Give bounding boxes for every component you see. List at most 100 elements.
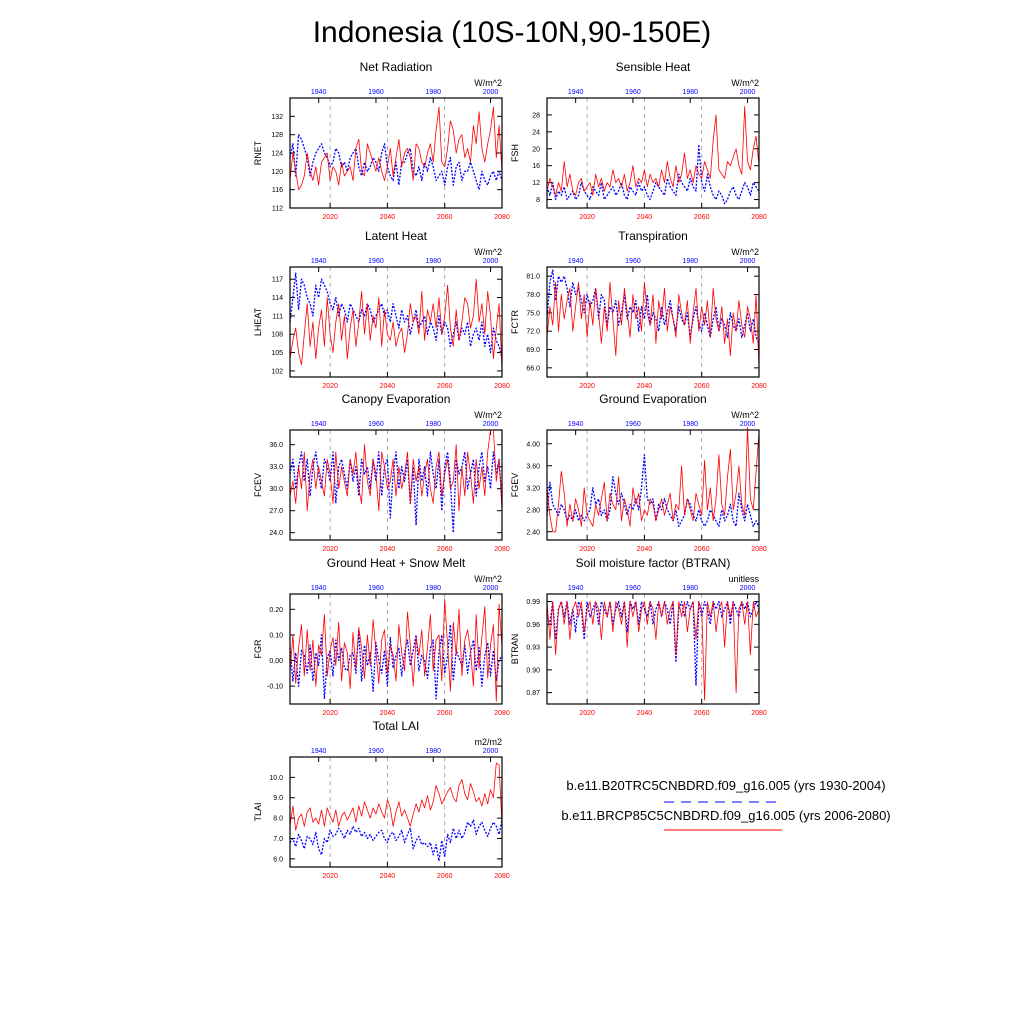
y-tick-label: 132	[271, 114, 283, 121]
x-bottom-tick-label: 2060	[694, 383, 710, 390]
series-hist-line	[289, 624, 503, 700]
x-bottom-tick-label: 2020	[322, 546, 338, 553]
y-tick-label: 28	[532, 112, 540, 119]
x-bottom-tick-label: 2020	[579, 546, 595, 553]
y-axis-label: BTRAN	[510, 634, 520, 665]
x-top-tick-label: 1940	[568, 89, 584, 96]
panel-title: Canopy Evaporation	[342, 392, 451, 406]
series-hist-line	[546, 600, 760, 686]
x-bottom-tick-label: 2060	[437, 383, 453, 390]
plot-frame	[289, 266, 503, 378]
y-axis-label: FGR	[253, 639, 263, 658]
x-top-tick-label: 1960	[368, 89, 384, 96]
y-tick-label: 81.0	[526, 274, 540, 281]
x-bottom-tick-label: 2040	[637, 214, 653, 221]
y-tick-label: 2.40	[526, 529, 540, 536]
y-tick-label: 24	[532, 129, 540, 136]
panel-tlai: Total LAI m2/m2 6.0 7.0 8.0 9.0 10.0 TLAI 2020 20…	[253, 719, 510, 880]
x-top-tick-label: 1940	[311, 258, 327, 265]
plot-frame	[289, 756, 503, 868]
y-tick-label: 0.10	[269, 632, 283, 639]
series-hist-line	[546, 269, 760, 344]
x-bottom-tick-label: 2020	[322, 214, 338, 221]
x-bottom-tick-label: 2040	[637, 546, 653, 553]
y-tick-label: 105	[271, 350, 283, 357]
series-hist-line	[546, 143, 760, 205]
panel-title: Net Radiation	[360, 60, 433, 74]
y-tick-label: 6.0	[273, 856, 283, 863]
plot-frame	[546, 97, 760, 209]
y-tick-label: 16	[532, 163, 540, 170]
y-axis-label: FCEV	[253, 473, 263, 497]
y-tick-label: 66.0	[526, 365, 540, 372]
panel-fgr: Ground Heat + Snow Melt W/m^2 -0.10 0.00 0.1…	[253, 556, 510, 717]
x-bottom-tick-label: 2080	[751, 214, 767, 221]
panel-fgev: Ground Evaporation W/m^2 2.40 2.80 3.20 3.60 4…	[510, 392, 767, 553]
y-tick-label: 0.00	[269, 658, 283, 665]
plot-frame	[546, 429, 760, 541]
x-top-tick-label: 1960	[368, 421, 384, 428]
series-future-line	[289, 762, 503, 831]
y-axis-label: FSH	[510, 144, 520, 162]
y-tick-label: 27.0	[269, 508, 283, 515]
y-tick-label: 2.80	[526, 507, 540, 514]
x-top-tick-label: 1960	[625, 89, 641, 96]
x-bottom-tick-label: 2060	[694, 546, 710, 553]
units-label: W/m^2	[474, 574, 502, 584]
panel-btran: Soil moisture factor (BTRAN) unitless 0.87…	[510, 556, 767, 717]
y-tick-label: 8	[536, 197, 540, 204]
y-tick-label: -0.10	[267, 684, 283, 691]
series-future-line	[546, 426, 760, 533]
x-bottom-tick-label: 2040	[380, 546, 396, 553]
panel-title: Ground Evaporation	[599, 392, 706, 406]
x-bottom-tick-label: 2060	[694, 214, 710, 221]
x-top-tick-label: 1980	[682, 585, 698, 592]
x-top-tick-label: 1960	[625, 258, 641, 265]
x-top-tick-label: 1960	[625, 421, 641, 428]
x-top-tick-label: 1980	[682, 421, 698, 428]
x-top-tick-label: 2000	[483, 748, 499, 755]
series-future-line	[546, 601, 760, 701]
x-top-tick-label: 2000	[483, 89, 499, 96]
x-top-tick-label: 2000	[483, 258, 499, 265]
x-bottom-tick-label: 2040	[380, 214, 396, 221]
y-tick-label: 9.0	[273, 795, 283, 802]
panel-lheat: Latent Heat W/m^2 102 105 108 111 114 117 LHEAT 2…	[253, 229, 510, 390]
y-tick-label: 24.0	[269, 530, 283, 537]
y-tick-label: 33.0	[269, 464, 283, 471]
x-top-tick-label: 2000	[740, 585, 756, 592]
panel-title: Transpiration	[618, 229, 688, 243]
plot-frame	[289, 97, 503, 209]
series-hist-line	[289, 819, 503, 862]
plot-frame	[546, 593, 760, 705]
y-tick-label: 102	[271, 368, 283, 375]
x-top-tick-label: 1940	[568, 258, 584, 265]
x-bottom-tick-label: 2020	[579, 710, 595, 717]
series-hist-line	[546, 454, 760, 527]
units-label: W/m^2	[731, 247, 759, 257]
x-bottom-tick-label: 2060	[694, 710, 710, 717]
x-bottom-tick-label: 2020	[322, 873, 338, 880]
series-future-line	[289, 429, 503, 512]
plot-frame	[289, 593, 503, 705]
series-future-line	[289, 278, 503, 371]
panel-fsh: Sensible Heat W/m^2 8 12 16 20 24 28 FSH 2020 2040…	[510, 60, 767, 221]
x-bottom-tick-label: 2040	[380, 383, 396, 390]
x-bottom-tick-label: 2080	[751, 383, 767, 390]
x-top-tick-label: 1940	[568, 421, 584, 428]
panel-title: Sensible Heat	[616, 60, 691, 74]
y-tick-label: 111	[272, 313, 283, 320]
y-tick-label: 30.0	[269, 486, 283, 493]
x-bottom-tick-label: 2020	[322, 383, 338, 390]
x-bottom-tick-label: 2040	[637, 383, 653, 390]
y-tick-label: 7.0	[273, 836, 283, 843]
y-tick-label: 0.20	[269, 607, 283, 614]
x-top-tick-label: 2000	[740, 421, 756, 428]
y-axis-label: FGEV	[510, 473, 520, 498]
y-tick-label: 12	[532, 180, 540, 187]
units-label: W/m^2	[731, 78, 759, 88]
plot-frame	[289, 429, 503, 541]
series-hist-line	[289, 134, 503, 191]
units-label: W/m^2	[474, 247, 502, 257]
x-top-tick-label: 1980	[425, 89, 441, 96]
